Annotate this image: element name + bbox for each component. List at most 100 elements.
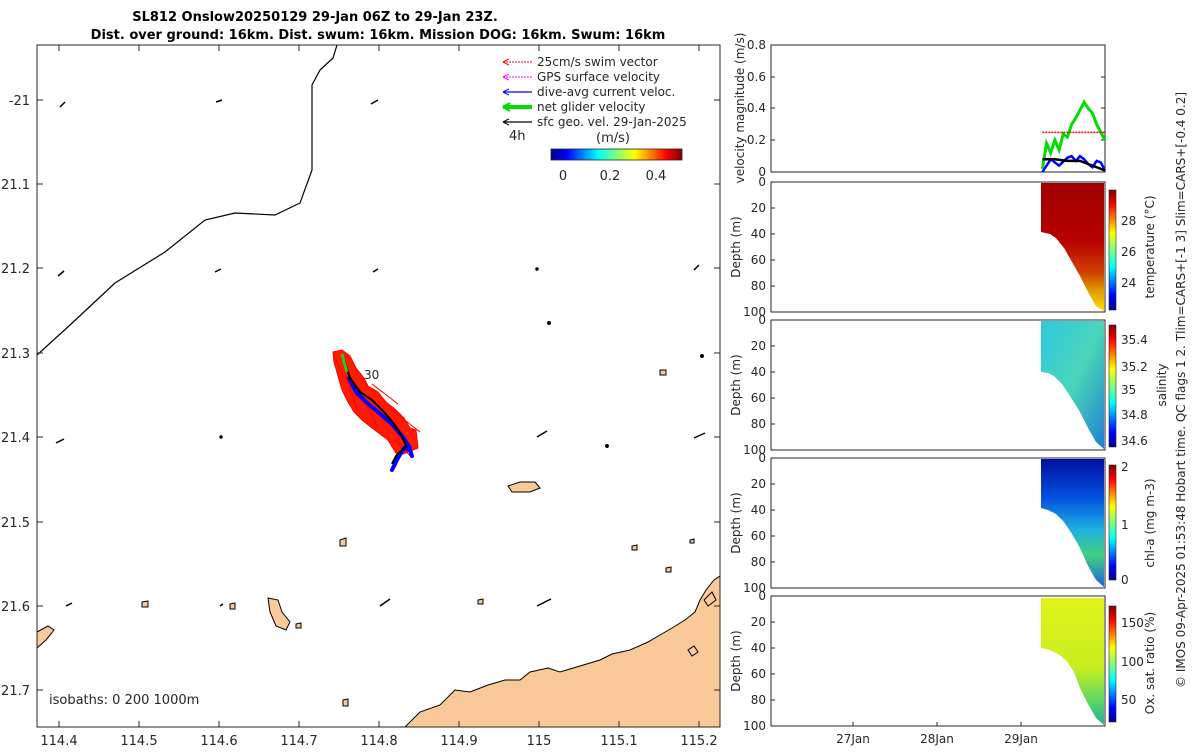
chla-axes-frame bbox=[770, 457, 1106, 589]
lat-tick-label: 21.5 bbox=[1, 516, 30, 531]
map-lon-axis bbox=[58, 45, 700, 727]
depth-tick-label: 20 bbox=[751, 477, 766, 491]
depth-axes: 0 20 40 60 80 100 Depth (m) 0 20 40 60 80 100 Depth (… bbox=[729, 175, 775, 733]
geo-dot bbox=[547, 321, 551, 325]
vel-tick-label: 0 bbox=[758, 165, 766, 179]
depth-tick-label: 60 bbox=[751, 253, 766, 267]
sal-cbar-tick: 34.8 bbox=[1121, 408, 1148, 422]
depth-tick-label: 0 bbox=[758, 589, 766, 603]
lat-tick-labels: -21 21.1 21.2 21.3 21.4 21.5 21.6 21.7 bbox=[1, 94, 30, 699]
vel-tick-label: 0.6 bbox=[747, 70, 766, 84]
depth-tick-label: 20 bbox=[751, 201, 766, 215]
chla-section bbox=[1041, 459, 1104, 587]
lat-tick-label: 21.4 bbox=[1, 431, 30, 446]
geo-arrow bbox=[55, 438, 65, 444]
arrow-left-icon bbox=[502, 102, 511, 112]
island bbox=[342, 698, 349, 707]
date-tick-label: 27Jan bbox=[836, 732, 870, 746]
depth-tick-label: 60 bbox=[751, 391, 766, 405]
velocity-series-line bbox=[1042, 158, 1106, 172]
surface-velocity-arrows bbox=[55, 99, 706, 607]
geo-arrow bbox=[370, 99, 379, 105]
lat-tick-label: 21.1 bbox=[1, 178, 30, 193]
oxygen-axes-frame bbox=[770, 595, 1106, 727]
legend-label: 25cm/s swim vector bbox=[537, 55, 658, 69]
depth-axis-label: Depth (m) bbox=[729, 354, 743, 415]
figure-title-line2: Dist. over ground: 16km. Dist. swum: 16k… bbox=[91, 28, 666, 43]
depth-tick-label: 80 bbox=[751, 279, 766, 293]
island bbox=[507, 481, 541, 493]
side-note: © IMOS 09-Apr-2025 01:53:48 Hobart time.… bbox=[1174, 92, 1188, 688]
date-axis bbox=[852, 722, 1022, 726]
sal-cbar-tick: 35.2 bbox=[1121, 360, 1148, 374]
chla-cbar-tick: 1 bbox=[1121, 518, 1129, 532]
ox-cbar-tick: 100 bbox=[1121, 655, 1144, 669]
map-axes-frame bbox=[36, 44, 721, 728]
date-tick-label: 29Jan bbox=[1004, 732, 1038, 746]
ox-cbar-tick: 50 bbox=[1121, 693, 1136, 707]
temperature-label: temperature (°C) bbox=[1143, 196, 1157, 299]
lon-tick-label: 114.8 bbox=[360, 734, 397, 749]
velocity-axes-frame bbox=[770, 44, 1106, 173]
geo-arrow bbox=[379, 598, 391, 607]
depth-axis-label: Depth (m) bbox=[729, 630, 743, 691]
island bbox=[141, 600, 149, 608]
lon-tick-label: 114.7 bbox=[280, 734, 317, 749]
geo-arrow bbox=[215, 99, 223, 103]
lat-tick-label: 21.3 bbox=[1, 347, 30, 362]
depth-axis-label: Depth (m) bbox=[729, 216, 743, 277]
legend-label: dive-avg current veloc. bbox=[537, 85, 675, 99]
geo-dot bbox=[605, 444, 609, 448]
lat-tick-label: -21 bbox=[9, 94, 30, 109]
geo-dot bbox=[535, 267, 539, 271]
geo-arrow bbox=[693, 432, 706, 439]
depth-tick-label: 100 bbox=[743, 581, 766, 595]
speed-colorbar bbox=[550, 148, 683, 161]
chla-panel: 2 1 0 chl-a (mg m-3) bbox=[770, 457, 1157, 589]
island bbox=[665, 566, 672, 573]
temperature-colorbar bbox=[1108, 189, 1117, 311]
island bbox=[267, 597, 291, 631]
depth-tick-label: 40 bbox=[751, 365, 766, 379]
figure-title-line1: SL812 Onslow20250129 29-Jan 06Z to 29-Ja… bbox=[132, 10, 498, 25]
depth-tick-label: 100 bbox=[743, 443, 766, 457]
depth-tick-label: 100 bbox=[743, 719, 766, 733]
oxygen-label: Ox. sat. ratio (%) bbox=[1143, 612, 1157, 714]
map-lat-axis bbox=[37, 99, 720, 691]
legend-label: sfc geo. vel. 29-Jan-2025 bbox=[537, 115, 687, 129]
mainland-coast bbox=[404, 575, 720, 727]
sal-cbar-tick: 35.4 bbox=[1121, 333, 1148, 347]
scale-label: 4h bbox=[509, 129, 526, 144]
chla-cbar-tick: 0 bbox=[1121, 573, 1129, 587]
island bbox=[687, 645, 699, 657]
depth-tick-label: 40 bbox=[751, 227, 766, 241]
geo-arrow bbox=[372, 268, 379, 273]
glider-track bbox=[332, 349, 421, 472]
oxygen-panel: 150 100 50 Ox. sat. ratio (%) bbox=[770, 595, 1157, 727]
depth-tick-label: 0 bbox=[758, 313, 766, 327]
island bbox=[659, 369, 667, 376]
chla-cbar-tick: 2 bbox=[1121, 460, 1129, 474]
lat-tick-label: 21.7 bbox=[1, 684, 30, 699]
map-legend: 25cm/s swim vector GPS surface velocity … bbox=[502, 55, 687, 184]
lon-tick-label: 114.4 bbox=[40, 734, 77, 749]
island bbox=[37, 625, 55, 649]
lon-tick-label: 114.5 bbox=[120, 734, 157, 749]
arrow-left-icon bbox=[502, 58, 510, 66]
geo-arrow bbox=[214, 268, 222, 273]
arrow-left-icon bbox=[502, 118, 510, 126]
geo-dot bbox=[219, 435, 223, 439]
colorbar-tick: 0 bbox=[559, 169, 567, 184]
salinity-section bbox=[1041, 321, 1104, 449]
legend-label: net glider velocity bbox=[537, 100, 645, 114]
lon-tick-labels: 114.4 114.5 114.6 114.7 114.8 114.9 115 … bbox=[40, 734, 717, 749]
depth-tick-label: 80 bbox=[751, 693, 766, 707]
glider-path bbox=[343, 359, 408, 465]
lat-tick-label: 21.2 bbox=[1, 262, 30, 277]
depth-tick-label: 0 bbox=[758, 451, 766, 465]
temperature-axes-frame bbox=[770, 181, 1106, 313]
depth-tick-label: 60 bbox=[751, 667, 766, 681]
salinity-panel: 35.4 35.2 35 34.8 34.6 salinity bbox=[770, 319, 1169, 451]
depth-axis-label: Depth (m) bbox=[729, 492, 743, 553]
